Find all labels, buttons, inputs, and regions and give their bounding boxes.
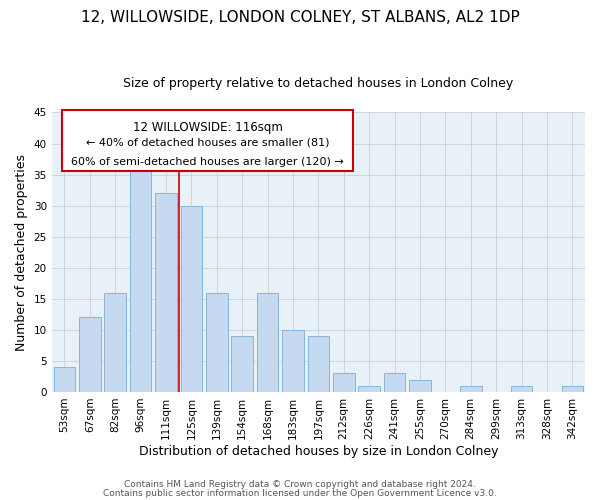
Text: ← 40% of detached houses are smaller (81): ← 40% of detached houses are smaller (81…	[86, 138, 329, 147]
Text: 12 WILLOWSIDE: 116sqm: 12 WILLOWSIDE: 116sqm	[133, 121, 283, 134]
Bar	[130, 168, 151, 392]
Bar	[79, 318, 101, 392]
Bar	[562, 386, 583, 392]
Bar	[181, 206, 202, 392]
X-axis label: Distribution of detached houses by size in London Colney: Distribution of detached houses by size …	[139, 444, 498, 458]
Bar	[511, 386, 532, 392]
Bar	[308, 336, 329, 392]
Bar	[282, 330, 304, 392]
Bar	[384, 374, 406, 392]
FancyBboxPatch shape	[62, 110, 353, 171]
Bar	[257, 292, 278, 392]
Bar	[53, 367, 75, 392]
Bar	[460, 386, 482, 392]
Bar	[232, 336, 253, 392]
Text: 60% of semi-detached houses are larger (120) →: 60% of semi-detached houses are larger (…	[71, 157, 344, 167]
Text: Contains public sector information licensed under the Open Government Licence v3: Contains public sector information licen…	[103, 488, 497, 498]
Bar	[104, 292, 126, 392]
Text: 12, WILLOWSIDE, LONDON COLNEY, ST ALBANS, AL2 1DP: 12, WILLOWSIDE, LONDON COLNEY, ST ALBANS…	[80, 10, 520, 25]
Bar	[155, 193, 177, 392]
Bar	[333, 374, 355, 392]
Bar	[358, 386, 380, 392]
Bar	[409, 380, 431, 392]
Title: Size of property relative to detached houses in London Colney: Size of property relative to detached ho…	[123, 78, 514, 90]
Text: Contains HM Land Registry data © Crown copyright and database right 2024.: Contains HM Land Registry data © Crown c…	[124, 480, 476, 489]
Y-axis label: Number of detached properties: Number of detached properties	[15, 154, 28, 350]
Bar	[206, 292, 227, 392]
